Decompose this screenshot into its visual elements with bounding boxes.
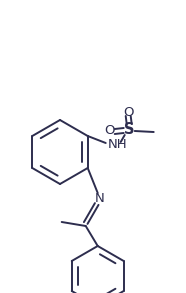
Text: O: O [124,105,134,118]
Text: O: O [105,125,115,137]
Text: S: S [124,122,135,137]
Text: NH: NH [108,137,127,151]
Text: N: N [95,192,105,205]
